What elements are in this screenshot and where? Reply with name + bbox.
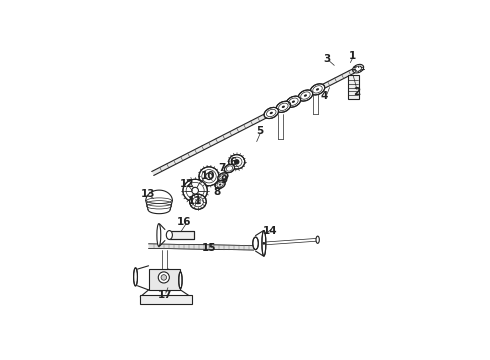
Ellipse shape xyxy=(219,184,221,186)
Ellipse shape xyxy=(262,231,266,256)
Ellipse shape xyxy=(292,100,295,103)
Text: 2: 2 xyxy=(353,87,361,97)
Bar xyxy=(170,231,195,239)
Ellipse shape xyxy=(286,96,301,107)
Text: 17: 17 xyxy=(157,291,172,301)
Ellipse shape xyxy=(304,94,307,97)
Ellipse shape xyxy=(190,194,206,210)
Text: 12: 12 xyxy=(179,179,194,189)
Text: 6: 6 xyxy=(230,157,237,167)
Ellipse shape xyxy=(229,155,245,169)
Ellipse shape xyxy=(270,112,273,114)
Ellipse shape xyxy=(215,181,225,189)
Ellipse shape xyxy=(183,179,207,202)
Text: 15: 15 xyxy=(202,243,217,253)
Ellipse shape xyxy=(218,173,228,181)
Text: 9: 9 xyxy=(220,175,227,185)
Circle shape xyxy=(161,275,167,280)
Text: 8: 8 xyxy=(214,187,221,197)
Ellipse shape xyxy=(224,164,235,173)
Circle shape xyxy=(158,272,170,283)
Ellipse shape xyxy=(298,90,313,101)
Ellipse shape xyxy=(316,236,319,243)
Ellipse shape xyxy=(179,272,182,288)
Text: 4: 4 xyxy=(321,91,328,102)
Ellipse shape xyxy=(282,105,285,108)
Polygon shape xyxy=(152,69,355,175)
Ellipse shape xyxy=(276,101,291,112)
Circle shape xyxy=(192,187,198,194)
Bar xyxy=(140,296,192,304)
Text: 3: 3 xyxy=(324,54,331,64)
Text: 13: 13 xyxy=(141,189,155,199)
Ellipse shape xyxy=(157,224,161,246)
Ellipse shape xyxy=(199,167,219,186)
Ellipse shape xyxy=(264,107,278,118)
Ellipse shape xyxy=(253,237,258,249)
Ellipse shape xyxy=(310,84,325,95)
Bar xyxy=(347,75,359,99)
Bar xyxy=(170,231,195,239)
Text: 7: 7 xyxy=(218,163,225,174)
Ellipse shape xyxy=(166,231,172,239)
Circle shape xyxy=(234,159,240,165)
Text: 16: 16 xyxy=(177,217,191,227)
Text: 5: 5 xyxy=(257,126,264,136)
Ellipse shape xyxy=(134,268,138,286)
Text: 10: 10 xyxy=(201,171,216,181)
Circle shape xyxy=(206,173,212,180)
Text: 11: 11 xyxy=(187,196,202,206)
Ellipse shape xyxy=(316,88,319,91)
Circle shape xyxy=(263,242,265,245)
Polygon shape xyxy=(148,244,254,250)
Bar xyxy=(148,269,180,290)
Text: 14: 14 xyxy=(263,226,277,236)
Text: 1: 1 xyxy=(349,51,357,61)
